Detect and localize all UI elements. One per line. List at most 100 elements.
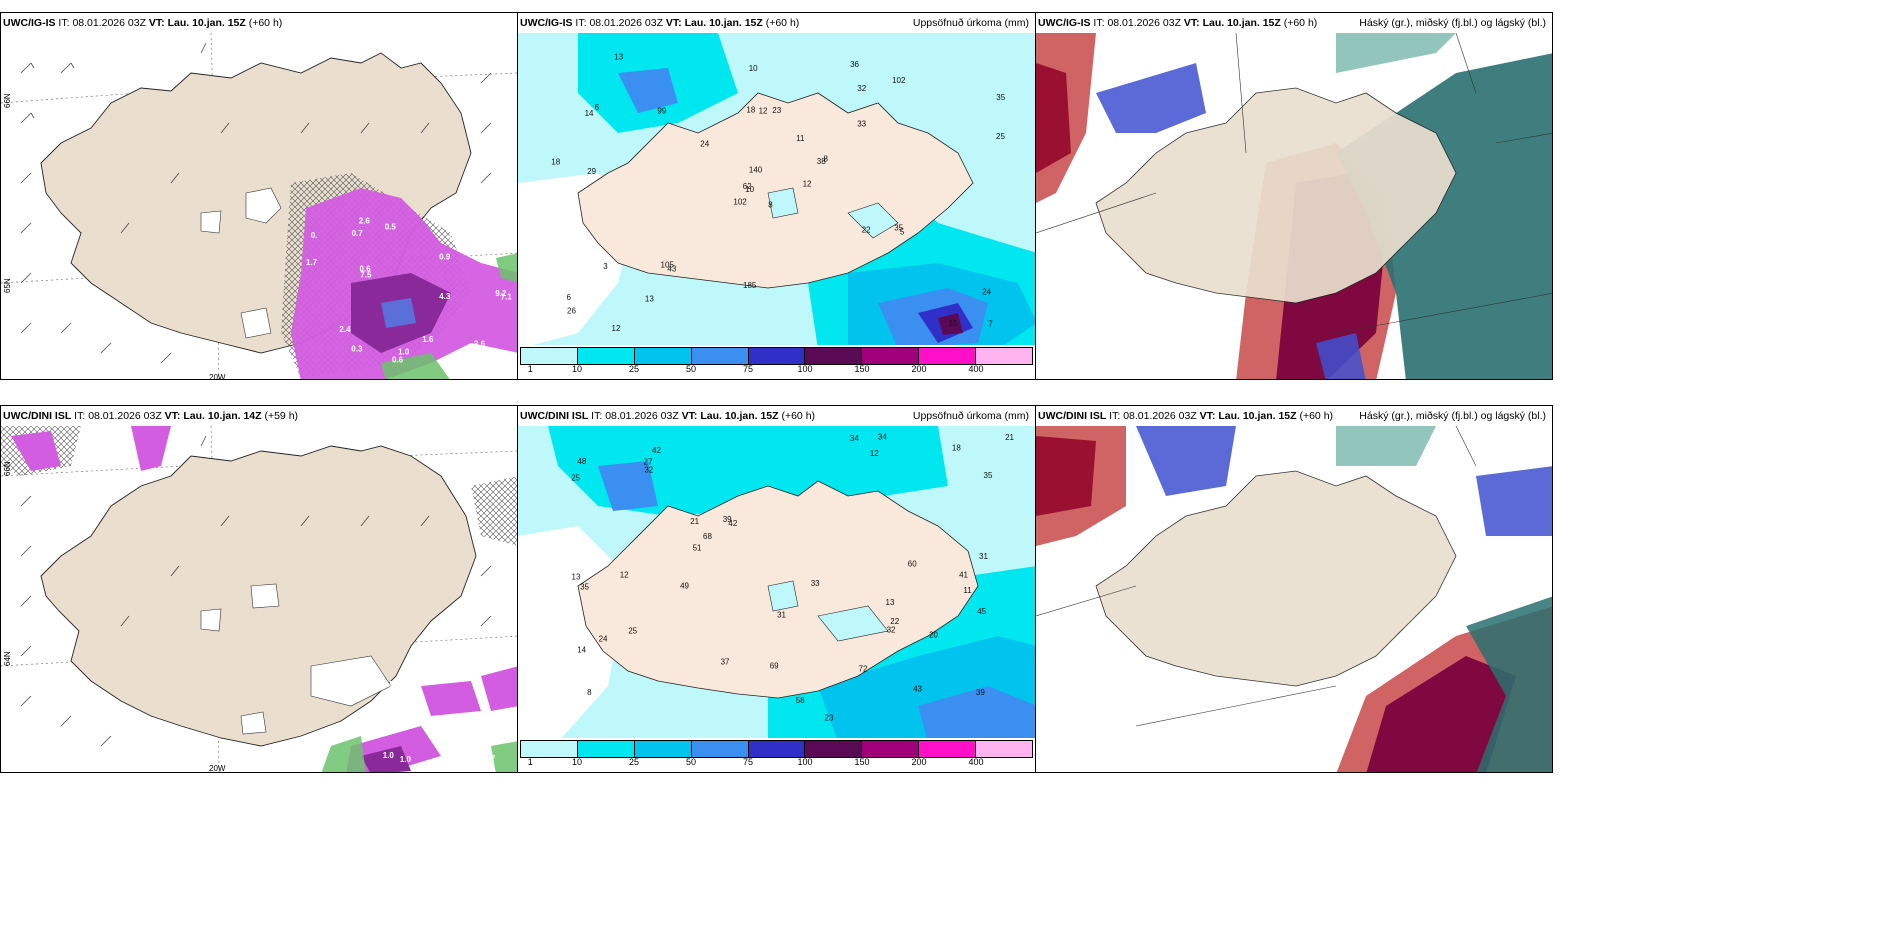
model-name: UWC/IG-IS <box>3 17 56 29</box>
value-label: 8 <box>768 201 773 210</box>
value-label: 43 <box>667 265 676 274</box>
value-label: 9.2 <box>495 289 507 298</box>
value-label: 14 <box>577 646 586 655</box>
iceland-land <box>1095 470 1457 687</box>
gust-peak <box>381 298 416 328</box>
value-label: 5.8 <box>449 234 461 243</box>
value-label: 32 <box>857 84 866 93</box>
panel-title: Uppsöfnuð úrkoma (mm) <box>912 410 1029 422</box>
value-label: 13 <box>645 294 654 303</box>
wind-map: 0. 0.7 0.9 1.0 1.8 0.6 4.3 7.5 4.0 7.19.2 2.6 5.8 2.… <box>1 33 517 379</box>
value-label: 15 <box>949 319 958 328</box>
value-label: 34 <box>878 433 887 442</box>
it-label: IT: <box>1093 17 1105 29</box>
colorbar-tick-label: 100 <box>797 757 813 767</box>
value-label: 7 <box>988 319 993 328</box>
value-label: 4.3 <box>439 292 451 301</box>
colorbar-tick-label: 1 <box>527 364 533 374</box>
model-name: UWC/IG-IS <box>1038 17 1091 29</box>
value-label: 13 <box>572 573 581 582</box>
value-label: 12 <box>620 570 629 579</box>
vt-value: Lau. 10.jan. 15Z <box>1202 17 1281 29</box>
panel-title: Uppsöfnuð úrkoma (mm) <box>912 17 1029 29</box>
colorbar: 1 10 25 50 75 100 150 200 400 <box>518 345 1035 377</box>
wind-map: 1.0 0.5 1.0 4.5 1.5 1.1 1.6 1.7 <box>1 426 517 772</box>
vt-value: Lau. 10.jan. 14Z <box>183 410 262 422</box>
value-label: 1.8 <box>468 213 480 222</box>
colorbar-segment <box>976 741 1033 757</box>
value-label: 37 <box>721 658 730 667</box>
value-label: 12 <box>870 449 879 458</box>
vt-value: Lau. 10.jan. 15Z <box>684 17 763 29</box>
value-label: 1.7 <box>306 258 318 267</box>
value-label: 31 <box>979 552 988 561</box>
cloud-mid <box>1336 426 1436 466</box>
value-label: 1.0 <box>398 347 410 356</box>
value-label: 13 <box>886 598 895 607</box>
value-label: 29 <box>587 167 596 176</box>
vt-label: VT: <box>164 410 181 422</box>
value-label: 27 <box>644 457 653 466</box>
colorbar-tick-label: 10 <box>571 364 583 374</box>
value-label: 1.0 <box>400 755 412 764</box>
value-label: 72 <box>859 664 868 673</box>
cloud-mid <box>1466 596 1552 772</box>
value-label: 4.0 <box>476 211 488 220</box>
value-label: 0.7 <box>352 229 364 238</box>
vt-label: VT: <box>1183 17 1200 29</box>
colorbar-segment <box>577 741 635 757</box>
value-label: 12 <box>612 324 621 333</box>
panel-header: UWC/IG-IS IT: 08.01.2026 03Z VT: Lau. 10… <box>1036 13 1552 33</box>
panel-title: Háský (gr.), miðský (fj.bl.) og lágský (… <box>1359 17 1546 29</box>
value-label: 2.6 <box>359 217 371 226</box>
colorbar-segment <box>634 741 692 757</box>
colorbar-tick-label: 150 <box>854 364 870 374</box>
colorbar-segment <box>976 348 1033 364</box>
value-label: 68 <box>703 532 712 541</box>
value-label: 35 <box>996 93 1005 102</box>
value-label: 105 <box>661 260 675 269</box>
value-label: 1.7 <box>484 754 496 763</box>
value-label: 3 <box>603 262 608 271</box>
it-label: IT: <box>58 17 70 29</box>
panel-header: UWC/IG-IS IT: 08.01.2026 03Z VT: Lau. 10… <box>518 13 1035 33</box>
panel-header: UWC/DINI ISL IT: 08.01.2026 03Z VT: Lau.… <box>518 406 1035 426</box>
vt-label: VT: <box>681 410 698 422</box>
colorbar-segment <box>805 348 863 364</box>
value-label: 140 <box>749 165 763 174</box>
precip-peak <box>938 313 963 335</box>
precip-map: 8 14 10 6 38 43 36 23 32 12 13 7 29 35 102 33 12 18 11 3 24 2… <box>518 33 1035 349</box>
colorbar-tick-label: 75 <box>742 364 754 374</box>
panel-title: Háský (gr.), miðský (fj.bl.) og lágský (… <box>1359 410 1546 422</box>
colorbar-boxes <box>520 740 1033 758</box>
value-label: 10 <box>745 185 754 194</box>
colorbar-segment <box>521 741 578 757</box>
colorbar-tick-label: 10 <box>571 757 583 767</box>
cloud-low <box>1316 333 1366 379</box>
vt-label: VT: <box>1199 410 1216 422</box>
colorbar-tick-label: 75 <box>742 757 754 767</box>
green-zone <box>381 253 517 379</box>
cloud-high <box>1036 436 1096 516</box>
glacier <box>200 583 392 735</box>
colorbar-tick-label: 150 <box>854 757 870 767</box>
panel-wind-top: UWC/IG-IS IT: 08.01.2026 03Z VT: Lau. 10… <box>0 12 518 380</box>
colorbar-tick-label: 200 <box>911 757 927 767</box>
colorbar-tick-label: 50 <box>685 757 697 767</box>
colorbar-tick-label: 50 <box>685 364 697 374</box>
value-label: 38 <box>817 157 826 166</box>
cloud-high <box>1366 656 1516 772</box>
model-name: UWC/DINI ISL <box>3 410 72 422</box>
lead-time: (+60 h) <box>1283 17 1318 29</box>
value-label: 39 <box>723 515 732 524</box>
value-label: 99 <box>657 107 666 116</box>
colorbar-segment <box>634 348 692 364</box>
value-label: 25 <box>571 473 580 482</box>
model-name: UWC/DINI ISL <box>1038 410 1107 422</box>
value-label: 21 <box>690 517 699 526</box>
value-label: 0.6 <box>392 356 404 365</box>
panel-wind-bottom: UWC/DINI ISL IT: 08.01.2026 03Z VT: Lau.… <box>0 405 518 773</box>
panel-precip-bottom: UWC/DINI ISL IT: 08.01.2026 03Z VT: Lau.… <box>517 405 1036 773</box>
cloud-map <box>1036 33 1552 379</box>
value-label: 20 <box>929 630 938 639</box>
